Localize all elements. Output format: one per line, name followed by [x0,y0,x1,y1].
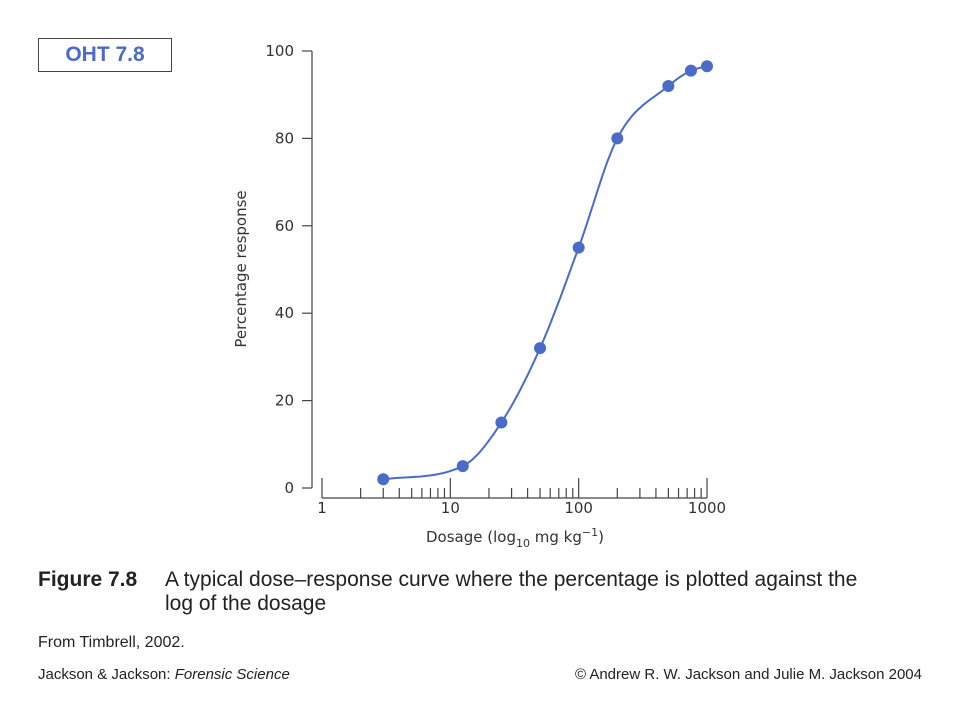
x-axis-label-superscript: −1 [582,526,598,539]
y-tick-label: 80 [275,129,294,147]
data-point [495,416,508,429]
x-tick-label: 100 [564,499,593,517]
data-point [572,241,585,254]
y-tick-label: 60 [275,217,294,235]
x-axis-label-close: ) [598,528,604,546]
x-tick-label: 10 [441,499,460,517]
data-point [662,79,675,92]
data-point [456,460,469,473]
y-tick-label: 0 [284,479,294,497]
x-axis-label-subscript: 10 [516,537,530,550]
y-axis-label: Percentage response [232,190,250,347]
chart-ticks: 0 20 40 60 80 100 1 10 100 1000 [265,42,726,517]
data-point [684,64,697,77]
source-note: From Timbrell, 2002. [38,634,185,651]
figure-label: Figure 7.8 [38,568,138,591]
y-tick-label: 40 [275,304,294,322]
y-tick-label: 20 [275,392,294,410]
footer-copyright: © Andrew R. W. Jackson and Julie M. Jack… [574,666,922,683]
x-axis-label-main: Dosage (log [426,528,516,546]
footer-book-title: Forensic Science [174,666,290,683]
data-point [534,342,547,355]
oht-badge: OHT 7.8 [38,38,172,72]
x-axis-label: Dosage (log10 mg kg−1) [426,526,604,550]
data-points [377,60,713,486]
dose-response-chart: 0 20 40 60 80 100 1 10 100 1000 Percentage respon… [232,42,726,550]
oht-badge-label: OHT 7.8 [65,43,145,66]
x-tick-label: 1000 [688,499,726,517]
y-tick-label: 100 [265,42,294,60]
figure-text: A typical dose–response curve where the … [165,568,858,615]
data-point [377,473,390,486]
data-point [701,60,713,73]
chart-axes [311,51,707,499]
fit-curve [383,65,708,481]
footer-book: Jackson & Jackson: Forensic Science [38,666,290,683]
footer-authors: Jackson & Jackson: [38,666,175,683]
data-point [611,132,624,145]
x-tick-label: 1 [317,499,327,517]
x-axis-label-unit: mg kg [530,528,582,546]
